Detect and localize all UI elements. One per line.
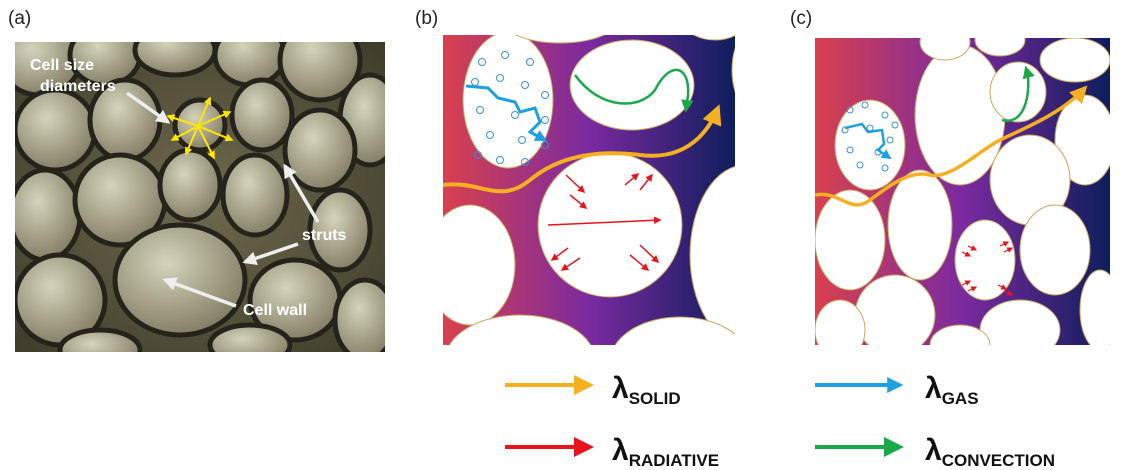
legend-entry: λRADIATIVE	[612, 434, 719, 470]
cell	[930, 325, 990, 365]
cell	[835, 100, 905, 190]
foam-diagram-b	[425, 0, 800, 407]
cell	[570, 40, 694, 130]
legend-entry: λGAS	[925, 372, 979, 408]
cell	[223, 155, 287, 235]
cell	[445, 315, 595, 405]
cell	[70, 25, 140, 85]
annotation: diameters	[40, 78, 116, 95]
cell	[1020, 205, 1090, 295]
cell	[915, 45, 1005, 185]
cell	[690, 165, 800, 345]
cell	[980, 300, 1060, 360]
symbol: λ	[612, 434, 629, 467]
cell	[955, 220, 1015, 300]
annotation: Cell size	[30, 57, 94, 74]
cell	[680, 0, 750, 40]
subscript: RADIATIVE	[629, 451, 719, 470]
subscript: CONVECTION	[942, 451, 1055, 470]
panel-label: (c)	[790, 8, 812, 29]
cell	[1080, 270, 1120, 350]
cell	[920, 24, 970, 60]
annotation: Cell wall	[243, 302, 307, 319]
cell	[15, 90, 95, 170]
cell	[975, 24, 1025, 56]
page-body: (a) (b) (c) Cell size diameters struts C…	[0, 0, 1124, 470]
cell	[285, 110, 355, 190]
legend-entry: λCONVECTION	[925, 434, 1055, 470]
cell	[232, 80, 292, 150]
cell	[160, 150, 220, 220]
legend-entry: λSOLID	[612, 372, 681, 408]
cell	[815, 300, 865, 360]
subscript: GAS	[942, 389, 979, 408]
cell	[732, 30, 772, 110]
cell	[115, 225, 245, 335]
subscript: SOLID	[629, 389, 681, 408]
cell	[1040, 38, 1110, 82]
figure: (a) (b) (c) Cell size diameters struts C…	[0, 0, 1124, 470]
cell	[990, 62, 1046, 122]
cell	[60, 330, 140, 370]
page: Foam heat transfer mechanisms {"panels":…	[0, 0, 1124, 470]
panel-label: (a)	[8, 8, 31, 29]
symbol: λ	[925, 434, 942, 467]
cell	[210, 325, 290, 365]
cell	[888, 170, 952, 280]
cell	[425, 205, 515, 325]
cell	[135, 25, 215, 75]
panel-label: (b)	[415, 8, 438, 29]
cell	[855, 275, 935, 355]
cell	[335, 280, 395, 360]
cell	[10, 170, 80, 260]
cell	[215, 25, 285, 85]
symbol: λ	[612, 372, 629, 405]
legend: λSOLID λRADIATIVE λGAS λCONVECTION	[505, 372, 1055, 470]
foam-diagram-c	[815, 24, 1120, 365]
symbol: λ	[925, 372, 942, 405]
annotation: struts	[302, 227, 347, 244]
